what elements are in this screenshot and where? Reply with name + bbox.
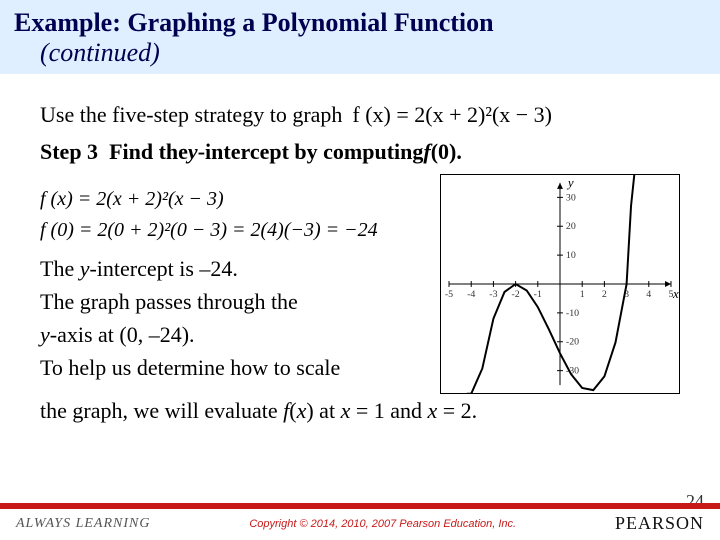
footer: ALWAYS LEARNING Copyright © 2014, 2010, … (0, 503, 720, 540)
svg-text:-1: -1 (534, 289, 542, 300)
always-learning-logo: ALWAYS LEARNING (16, 516, 150, 532)
slide-header: Example: Graphing a Polynomial Function … (0, 0, 720, 74)
equation-block: f (x) = 2(x + 2)²(x − 3) f (0) = 2(0 + 2… (40, 184, 422, 246)
svg-text:-20: -20 (566, 337, 579, 348)
svg-text:-2: -2 (511, 289, 519, 300)
text-line-4: To help us determine how to scale (40, 351, 422, 384)
slide-body: Use the five-step strategy to graph f (x… (0, 74, 720, 427)
svg-text:4: 4 (646, 289, 651, 300)
svg-text:1: 1 (580, 289, 585, 300)
svg-text:30: 30 (566, 192, 576, 203)
intro-equation: f (x) = 2(x + 2)²(x − 3) (352, 98, 552, 131)
slide-title: Example: Graphing a Polynomial Function (14, 8, 706, 38)
text-line-1: The y-intercept is –24. (40, 252, 422, 285)
intro-text: Use the five-step strategy to graph (40, 98, 342, 131)
copyright-text: Copyright © 2014, 2010, 2007 Pearson Edu… (249, 518, 516, 530)
svg-text:-4: -4 (467, 289, 475, 300)
text-line-3: y-axis at (0, –24). (40, 318, 422, 351)
svg-text:2: 2 (602, 289, 607, 300)
svg-text:-3: -3 (489, 289, 497, 300)
pearson-logo: PEARSON (615, 513, 704, 534)
slide-subtitle: (continued) (40, 38, 706, 68)
svg-text:-5: -5 (445, 289, 453, 300)
text-line-2: The graph passes through the (40, 285, 422, 318)
svg-text:-10: -10 (566, 308, 579, 319)
svg-text:20: 20 (566, 221, 576, 232)
text-line-5: the graph, we will evaluate f(x) at x = … (40, 394, 680, 427)
eq-line-1: f (x) = 2(x + 2)²(x − 3) (40, 184, 422, 215)
eq-line-2: f (0) = 2(0 + 2)²(0 − 3) = 2(4)(−3) = −2… (40, 215, 422, 246)
svg-text:x: x (672, 287, 679, 301)
svg-text:y: y (566, 176, 574, 190)
step-heading: Step 3 Find the y-intercept by computing… (40, 135, 680, 168)
svg-text:10: 10 (566, 250, 576, 261)
polynomial-graph: -5-4-3-2-112345-30-20-10102030xy (440, 174, 680, 394)
